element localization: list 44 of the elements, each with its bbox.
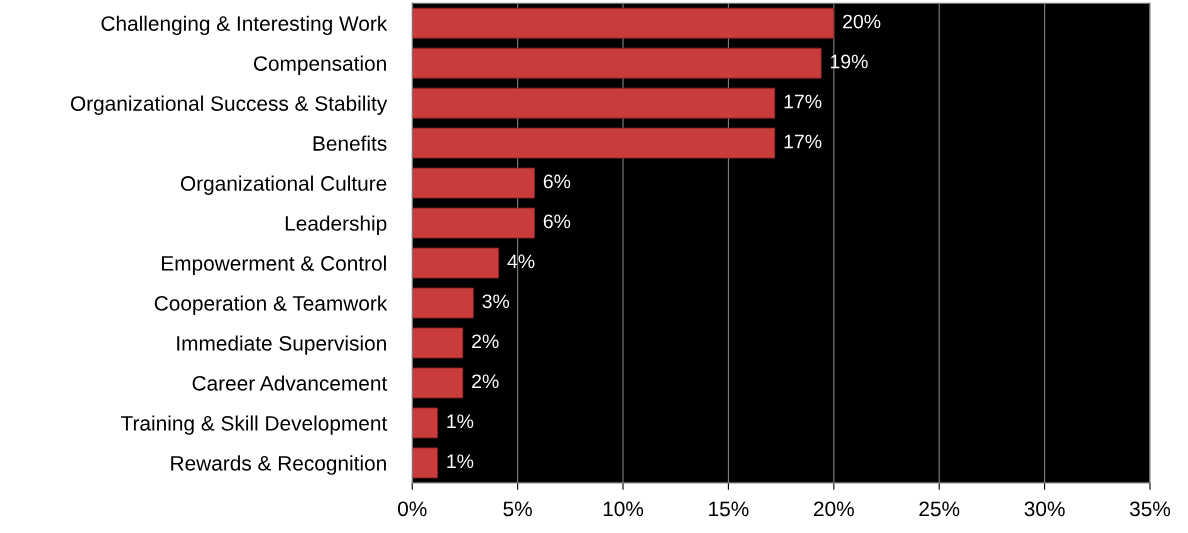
y-tick-label: Challenging & Interesting Work bbox=[101, 15, 388, 36]
data-label: 1% bbox=[447, 414, 474, 429]
y-tick-label: Benefits bbox=[313, 135, 387, 151]
x-tick-label: 10% bbox=[603, 501, 644, 517]
y-tick-label: Rewards & Recognition bbox=[171, 455, 386, 475]
bar bbox=[412, 247, 500, 279]
data-label: 1% bbox=[447, 454, 474, 469]
x-tick-label: 35% bbox=[1129, 501, 1171, 517]
bar bbox=[412, 447, 438, 479]
data-label: 17% bbox=[784, 134, 822, 149]
bar bbox=[412, 167, 535, 199]
x-tick-label: 25% bbox=[919, 501, 960, 517]
bar bbox=[412, 287, 474, 319]
y-tick-label: Career Advancement bbox=[192, 375, 388, 391]
y-tick-label: Organizational Success & Stability bbox=[70, 95, 388, 116]
bar bbox=[412, 47, 822, 79]
bar bbox=[412, 407, 438, 439]
bar bbox=[412, 87, 776, 119]
y-tick-label: Leadership bbox=[285, 215, 387, 235]
x-tick-label: 15% bbox=[709, 501, 749, 517]
x-tick-label: 30% bbox=[1024, 501, 1065, 517]
x-tick-label: 0% bbox=[397, 501, 427, 517]
data-label: 6% bbox=[543, 214, 571, 229]
y-tick-label: Training & Skill Development bbox=[121, 415, 388, 435]
bar bbox=[412, 327, 464, 359]
data-label: 19% bbox=[830, 54, 868, 69]
bar bbox=[412, 7, 835, 39]
data-label: 17% bbox=[784, 94, 822, 109]
bar bbox=[412, 127, 776, 159]
data-label: 6% bbox=[543, 174, 571, 189]
y-tick-label: Organizational Culture bbox=[180, 175, 387, 195]
data-label: 4% bbox=[507, 254, 535, 269]
data-label: 3% bbox=[482, 294, 510, 309]
y-tick-label: Immediate Supervision bbox=[177, 335, 386, 355]
x-tick-label: 20% bbox=[814, 501, 854, 517]
y-tick-label: Cooperation & Teamwork bbox=[154, 295, 388, 315]
data-label: 2% bbox=[472, 374, 499, 389]
y-tick-label: Empowerment & Control bbox=[162, 255, 386, 275]
x-tick-label: 5% bbox=[503, 501, 532, 517]
y-tick-label: Compensation bbox=[253, 55, 386, 76]
bar bbox=[412, 367, 464, 399]
data-label: 20% bbox=[843, 14, 881, 29]
bar bbox=[412, 207, 535, 239]
data-label: 2% bbox=[472, 334, 499, 349]
